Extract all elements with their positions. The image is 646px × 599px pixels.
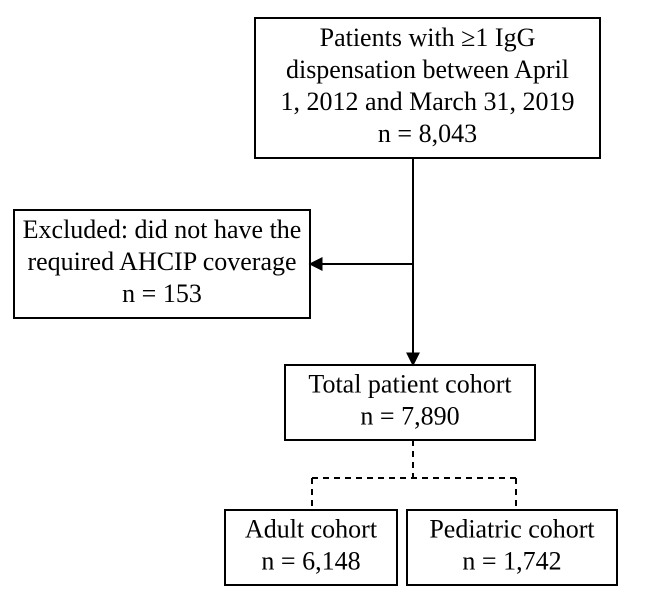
edge [310,158,413,264]
node-total-line-0: Total patient cohort [308,369,512,398]
node-total-line-1: n = 7,890 [360,401,459,430]
node-excluded: Excluded: did not have the required AHCIP… [14,210,310,318]
node-adult: Adult cohort n = 6,148 [225,510,397,585]
flowchart: Patients with ≥1 IgG dispensation between… [0,0,646,599]
node-total: Total patient cohort n = 7,890 [285,365,535,440]
node-initial-line-3: n = 8,043 [378,119,477,148]
node-pediatric-line-0: Pediatric cohort [429,514,595,543]
node-initial-line-0: Patients with ≥1 IgG [320,23,536,52]
node-pediatric: Pediatric cohort n = 1,742 [407,510,617,585]
node-initial-line-1: dispensation between April [286,55,569,84]
node-initial-line-2: 1, 2012 and March 31, 2019 [281,87,575,116]
node-initial: Patients with ≥1 IgG dispensation between… [255,18,600,158]
node-adult-line-0: Adult cohort [245,514,378,543]
node-adult-line-1: n = 6,148 [261,546,360,575]
node-excluded-line-2: n = 153 [122,279,202,308]
node-excluded-line-0: Excluded: did not have the [23,215,302,244]
node-pediatric-line-1: n = 1,742 [462,546,561,575]
node-excluded-line-1: required AHCIP coverage [27,247,296,276]
